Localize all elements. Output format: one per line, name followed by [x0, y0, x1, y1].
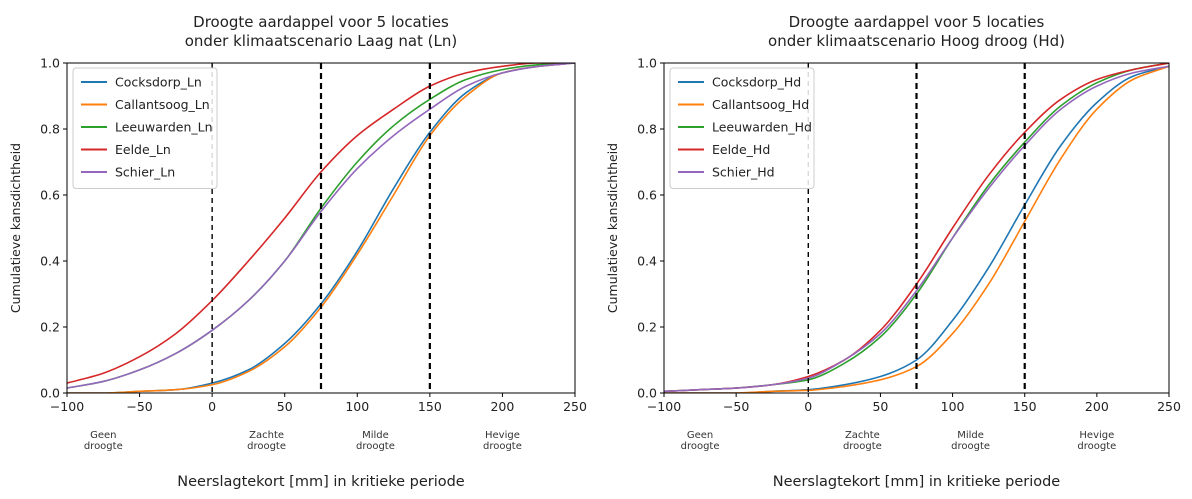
y-tick-label: 0.0 — [637, 386, 657, 401]
drought-category-label: Milde — [362, 430, 389, 441]
legend-entry-label: Leeuwarden_Hd — [712, 120, 812, 135]
y-tick-label: 0.8 — [40, 122, 60, 137]
drought-category-label: Zachte — [845, 430, 880, 441]
x-tick-label: 50 — [872, 399, 888, 414]
drought-category-label: droogte — [951, 441, 990, 452]
series-line-eelde-ln — [67, 63, 575, 384]
drought-category-label: droogte — [84, 441, 123, 452]
legend-entry-label: Leeuwarden_Ln — [115, 120, 213, 135]
drought-category-label: Hevige — [485, 430, 520, 441]
drought-category-label: droogte — [483, 441, 522, 452]
series-line-schier-hd — [664, 65, 1169, 393]
y-tick-label: 0.2 — [637, 320, 657, 335]
chart-title-line: onder klimaatscenario Hoog droog (Hd) — [768, 32, 1065, 50]
x-tick-label: 50 — [277, 399, 293, 414]
legend-entry-label: Eelde_Ln — [115, 142, 171, 157]
x-tick-label: 200 — [1085, 399, 1109, 414]
drought-category-label: droogte — [356, 441, 395, 452]
legend-entry-label: Callantsoog_Hd — [712, 97, 809, 112]
y-tick-label: 0.8 — [637, 122, 657, 137]
drought-category-label: Hevige — [1079, 430, 1114, 441]
y-tick-label: 0.4 — [637, 254, 657, 269]
chart-title-line: onder klimaatscenario Laag nat (Ln) — [185, 32, 457, 50]
plot-frame — [66, 62, 576, 394]
y-axis-label: Cumulatieve kansdichtheid — [605, 143, 620, 313]
x-tick-label: 100 — [345, 399, 369, 414]
x-tick-label: 100 — [941, 399, 965, 414]
y-tick-label: 0.6 — [637, 188, 657, 203]
legend-box — [669, 67, 815, 189]
legend-entry-label: Schier_Ln — [115, 165, 175, 180]
x-tick-label: 250 — [1157, 399, 1181, 414]
legend: Cocksdorp_Hd Callantsoog_Hd Leeuwarden_Hd E… — [669, 67, 815, 189]
y-tick-label: 1.0 — [40, 56, 60, 71]
drought-category-label: Geen — [687, 430, 713, 441]
legend: Cocksdorp_Ln Callantsoog_Ln Leeuwarden_Ln E… — [72, 67, 218, 189]
legend-entry-label: Eelde_Hd — [712, 142, 770, 157]
x-tick-label: 200 — [490, 399, 514, 414]
x-tick-label: −50 — [723, 399, 749, 414]
legend-entry-label: Cocksdorp_Ln — [115, 75, 202, 90]
y-tick-label: 0.4 — [40, 254, 60, 269]
chart-title-line: Droogte aardappel voor 5 locaties — [789, 13, 1045, 31]
x-tick-label: −50 — [126, 399, 152, 414]
y-axis-label: Cumulatieve kansdichtheid — [8, 143, 23, 313]
drought-category-label: droogte — [843, 441, 882, 452]
plot-frame — [663, 62, 1170, 394]
drought-category-label: Geen — [90, 430, 116, 441]
drought-category-label: droogte — [247, 441, 286, 452]
legend-entry-label: Callantsoog_Ln — [115, 97, 210, 112]
legend-entry-label: Cocksdorp_Hd — [712, 75, 801, 90]
x-tick-label: −100 — [647, 399, 681, 414]
x-tick-label: 0 — [804, 399, 812, 414]
x-axis-label: Neerslagtekort [mm] in kritieke periode — [773, 474, 1061, 490]
y-tick-label: 0.6 — [40, 188, 60, 203]
chart-title-line: Droogte aardappel voor 5 locaties — [193, 13, 449, 31]
x-tick-label: 150 — [418, 399, 442, 414]
series-line-schier-ln — [67, 63, 575, 389]
x-tick-label: 0 — [208, 399, 216, 414]
x-tick-label: −100 — [50, 399, 84, 414]
drought-category-label: Zachte — [249, 430, 284, 441]
y-tick-label: 0.0 — [40, 386, 60, 401]
x-tick-label: 150 — [1013, 399, 1037, 414]
x-tick-label: 250 — [563, 399, 587, 414]
legend-entry-label: Schier_Hd — [712, 165, 775, 180]
legend-box — [72, 67, 218, 189]
series-line-callantsoog-ln — [67, 63, 575, 393]
drought-category-label: droogte — [681, 441, 720, 452]
y-tick-label: 0.2 — [40, 320, 60, 335]
y-tick-label: 1.0 — [637, 56, 657, 71]
drought-category-label: droogte — [1077, 441, 1116, 452]
drought-category-label: Milde — [957, 430, 984, 441]
x-axis-label: Neerslagtekort [mm] in kritieke periode — [177, 474, 465, 490]
